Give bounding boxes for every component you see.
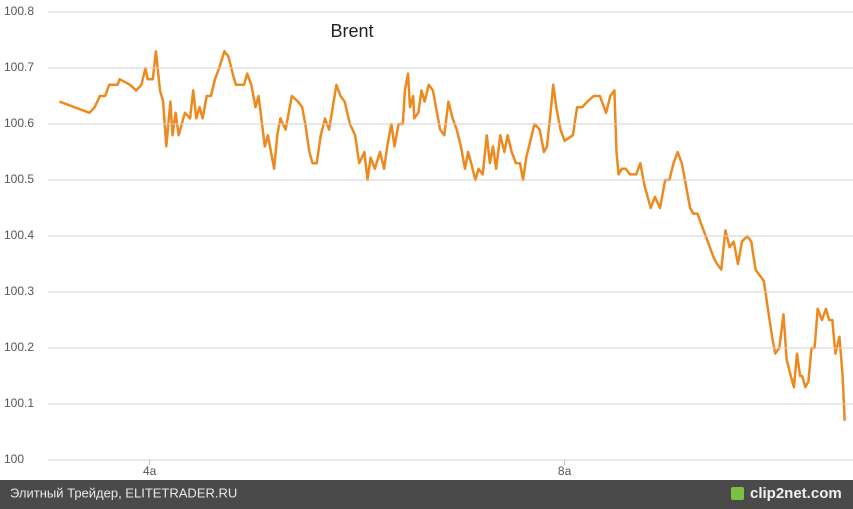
y-tick-label: 100.4 <box>4 228 34 242</box>
y-tick-label: 100.5 <box>4 172 34 186</box>
y-tick-label: 100.7 <box>4 60 34 74</box>
x-tick-label: 4a <box>143 464 157 478</box>
y-tick-label: 100.6 <box>4 116 34 130</box>
y-tick-label: 100 <box>4 452 24 466</box>
y-tick-label: 100.1 <box>4 396 34 410</box>
price-line <box>58 49 846 421</box>
footer-source: Элитный Трейдер, ELITETRADER.RU <box>10 485 237 500</box>
footer-watermark: clip2net.com <box>750 485 842 502</box>
x-tick-label: 8a <box>558 464 572 478</box>
footer-bar <box>0 480 853 509</box>
chart-title: Brent <box>330 21 373 41</box>
y-tick-label: 100.8 <box>4 4 34 18</box>
watermark-icon <box>731 487 744 500</box>
y-tick-label: 100.2 <box>4 340 34 354</box>
y-tick-label: 100.3 <box>4 284 34 298</box>
